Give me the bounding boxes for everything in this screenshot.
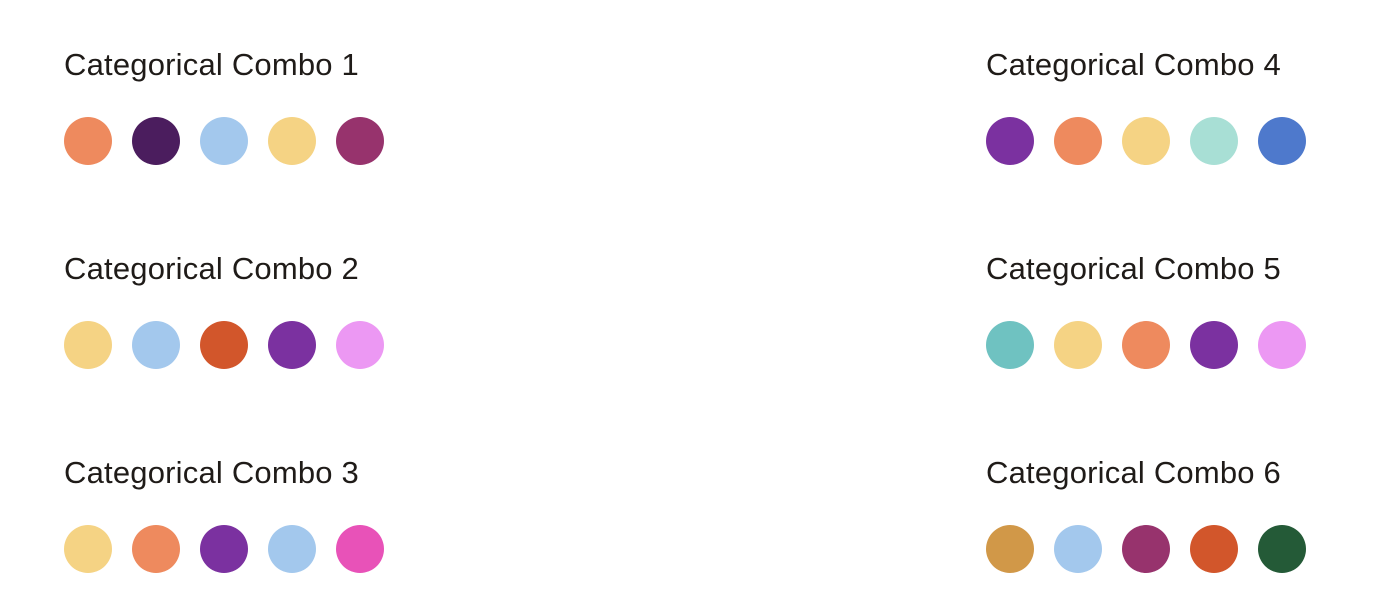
- color-swatch: [986, 117, 1034, 165]
- combo-3: Categorical Combo 3: [64, 455, 394, 573]
- color-swatch: [336, 525, 384, 573]
- swatch-row: [64, 525, 394, 573]
- color-swatch: [64, 321, 112, 369]
- combo-4: Categorical Combo 4: [986, 47, 1316, 165]
- swatch-row: [64, 117, 394, 165]
- combo-2: Categorical Combo 2: [64, 251, 394, 369]
- swatch-row: [64, 321, 394, 369]
- color-swatch: [200, 117, 248, 165]
- color-swatch: [1122, 525, 1170, 573]
- color-swatch: [1054, 117, 1102, 165]
- color-swatch: [64, 525, 112, 573]
- color-swatch: [986, 525, 1034, 573]
- color-swatch: [1258, 321, 1306, 369]
- color-swatch: [1054, 525, 1102, 573]
- color-swatch: [132, 117, 180, 165]
- color-swatch: [1054, 321, 1102, 369]
- color-swatch: [1258, 525, 1306, 573]
- color-swatch: [132, 525, 180, 573]
- color-swatch: [1190, 525, 1238, 573]
- color-swatch: [1190, 117, 1238, 165]
- color-swatch: [64, 117, 112, 165]
- color-swatch: [986, 321, 1034, 369]
- combo-title: Categorical Combo 2: [64, 251, 360, 286]
- color-swatch: [268, 321, 316, 369]
- color-swatch: [1258, 117, 1306, 165]
- combo-title: Categorical Combo 1: [64, 47, 360, 82]
- swatch-row: [986, 117, 1316, 165]
- combo-6: Categorical Combo 6: [986, 455, 1316, 573]
- color-swatch: [268, 525, 316, 573]
- combo-5: Categorical Combo 5: [986, 251, 1316, 369]
- color-swatch: [200, 321, 248, 369]
- color-swatch: [200, 525, 248, 573]
- color-swatch: [1122, 117, 1170, 165]
- combo-title: Categorical Combo 3: [64, 455, 360, 490]
- color-swatch: [336, 117, 384, 165]
- combo-title: Categorical Combo 5: [986, 251, 1282, 286]
- swatch-row: [986, 525, 1316, 573]
- color-swatch: [132, 321, 180, 369]
- combo-title: Categorical Combo 6: [986, 455, 1282, 490]
- color-swatch: [1122, 321, 1170, 369]
- combo-title: Categorical Combo 4: [986, 47, 1282, 82]
- swatch-row: [986, 321, 1316, 369]
- combo-1: Categorical Combo 1: [64, 47, 394, 165]
- color-swatch: [1190, 321, 1238, 369]
- color-swatch: [268, 117, 316, 165]
- color-swatch: [336, 321, 384, 369]
